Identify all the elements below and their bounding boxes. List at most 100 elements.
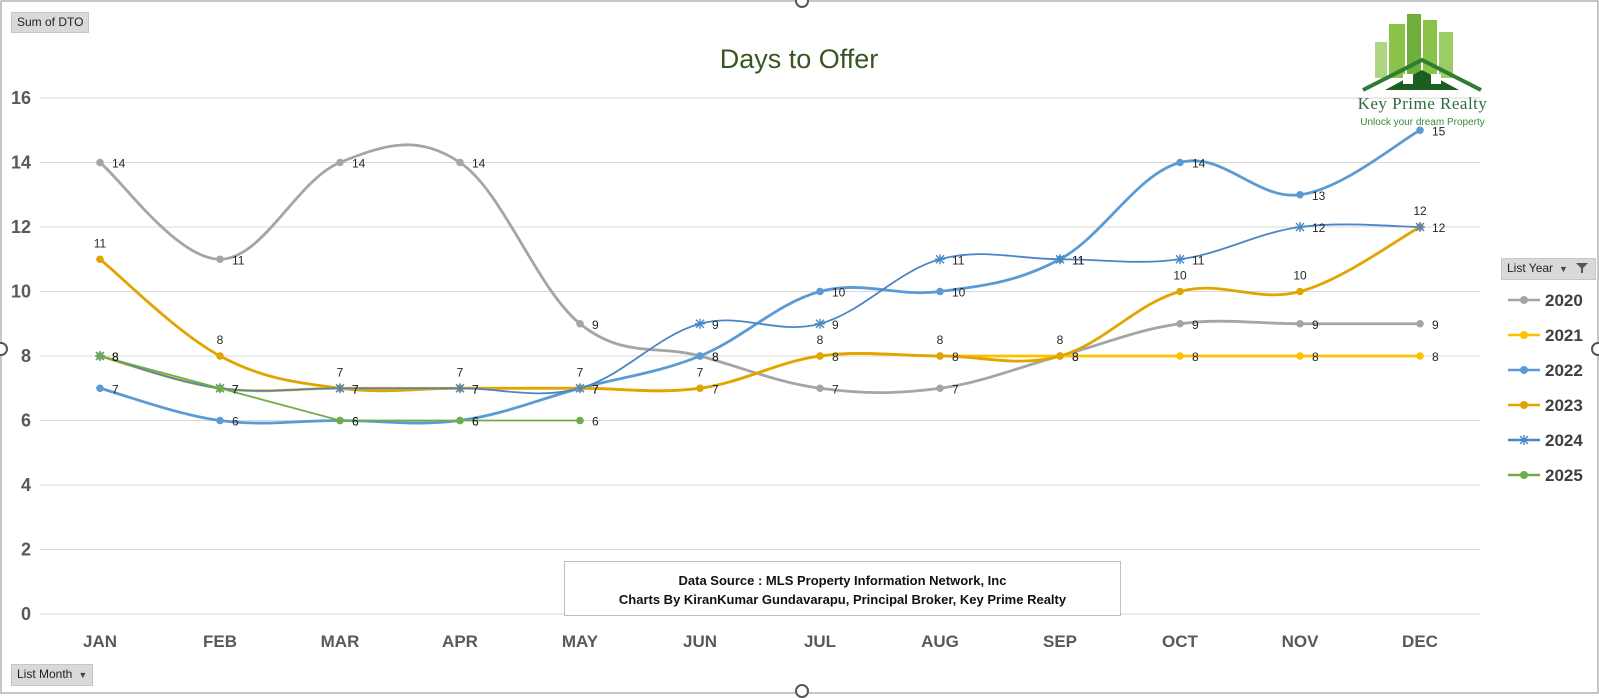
series-point-2022 [96,384,104,393]
series-point-2020 [1176,319,1184,328]
data-source-line: Data Source : MLS Property Information N… [678,573,1007,588]
data-label: 7 [352,382,359,396]
data-label: 7 [577,365,584,379]
data-label: 8 [817,333,824,347]
data-label: 7 [232,382,239,396]
y-tick-label: 6 [21,411,31,431]
legend-field-button[interactable]: List Year ▼ [1501,258,1596,280]
resize-handle[interactable] [1591,342,1599,356]
series-point-2025 [576,416,584,425]
series-point-2024 [1295,222,1305,232]
dropdown-caret-icon: ▼ [78,670,88,680]
resize-handle[interactable] [795,684,809,698]
data-label: 11 [94,236,107,250]
logo-name: Key Prime Realty [1357,94,1488,113]
x-axis-ticks: JAN FEB MAR APR MAY JUN JUL AUG SEP OCT NOV DEC [83,632,1438,651]
value-field-button[interactable]: Sum of DTO [11,12,90,33]
series-point-2023 [696,384,704,393]
series-point-2022 [816,287,824,296]
chart-title: Days to Offer [720,44,879,74]
legend-label: 2020 [1545,291,1583,310]
series-point-2024 [1055,254,1065,265]
series-point-2022 [1176,158,1184,167]
data-label: 8 [1192,350,1199,364]
data-label: 14 [112,157,126,171]
data-label: 7 [472,382,479,396]
series-point-2023 [96,255,104,264]
data-label: 7 [457,365,464,379]
x-tick-label: FEB [203,632,237,651]
data-label: 8 [112,350,119,364]
data-label: 7 [712,382,719,396]
data-label: 9 [1432,318,1439,332]
data-label: 7 [232,382,239,396]
data-label: 7 [592,382,599,396]
series-point-2020 [936,384,944,393]
axis-field-label: List Month [17,667,73,681]
axis-field-button[interactable]: List Month ▼ [11,664,94,686]
data-label: 8 [937,333,944,347]
company-logo: Key Prime Realty Unlock your dream Prope… [1345,10,1500,130]
data-label: 7 [352,382,359,396]
legend-marker [1520,296,1528,304]
y-axis-ticks: 0 2 4 6 8 10 12 14 16 [11,88,31,624]
filter-icon [1576,263,1588,273]
y-tick-label: 8 [21,346,31,366]
data-label: 8 [1312,350,1319,364]
series-point-2022 [1296,190,1304,199]
data-label: 9 [832,318,839,332]
data-label: 8 [217,333,224,347]
data-source-box: Data Source : MLS Property Information N… [564,561,1121,616]
data-label: 7 [952,382,959,396]
series-point-2020 [1296,319,1304,328]
data-label: 14 [1192,157,1206,171]
data-label: 8 [112,350,119,364]
resize-handle[interactable] [0,342,8,356]
data-label: 7 [472,382,479,396]
x-tick-label: MAY [562,632,599,651]
data-label: 8 [112,350,119,364]
legend-marker [1520,401,1528,409]
logo-tagline: Unlock your dream Property [1360,117,1485,128]
series-point-2020 [816,384,824,393]
chart-credit-line: Charts By KiranKumar Gundavarapu, Princi… [618,592,1067,607]
data-label: 8 [1072,350,1079,364]
series-point-2023 [816,352,824,360]
x-tick-label: AUG [921,632,959,651]
legend-marker [1519,435,1529,445]
y-tick-label: 4 [21,475,31,495]
data-label: 8 [1072,350,1079,364]
series-point-2024 [1415,222,1425,232]
data-label: 6 [352,415,359,429]
y-tick-label: 12 [11,217,31,237]
legend-label: 2021 [1545,326,1583,345]
data-label: 10 [952,286,966,300]
data-label: 6 [352,415,359,429]
series-point-2020 [1416,319,1424,328]
series-point-2025 [216,384,224,393]
x-tick-label: JUL [804,632,836,651]
data-label: 11 [232,253,245,267]
data-label: 7 [232,382,239,396]
data-label: 9 [1192,318,1199,332]
data-label: 14 [352,157,366,171]
data-label: 9 [712,318,719,332]
series-point-2025 [336,416,344,425]
series-point-2024 [575,383,585,394]
data-label: 11 [1072,253,1085,267]
data-label: 10 [1173,269,1187,283]
data-label: 13 [1312,189,1326,203]
data-label: 6 [232,415,239,429]
y-tick-label: 16 [11,88,31,108]
resize-handle[interactable] [795,0,809,8]
x-tick-label: DEC [1402,632,1438,651]
series-points [95,126,1425,425]
legend-field-label: List Year [1507,261,1554,275]
series-point-2025 [96,352,104,360]
data-label: 15 [1432,124,1446,138]
data-label: 8 [1432,350,1439,364]
series-point-2021 [1176,352,1184,360]
x-tick-label: OCT [1162,632,1199,651]
data-label: 10 [832,286,846,300]
